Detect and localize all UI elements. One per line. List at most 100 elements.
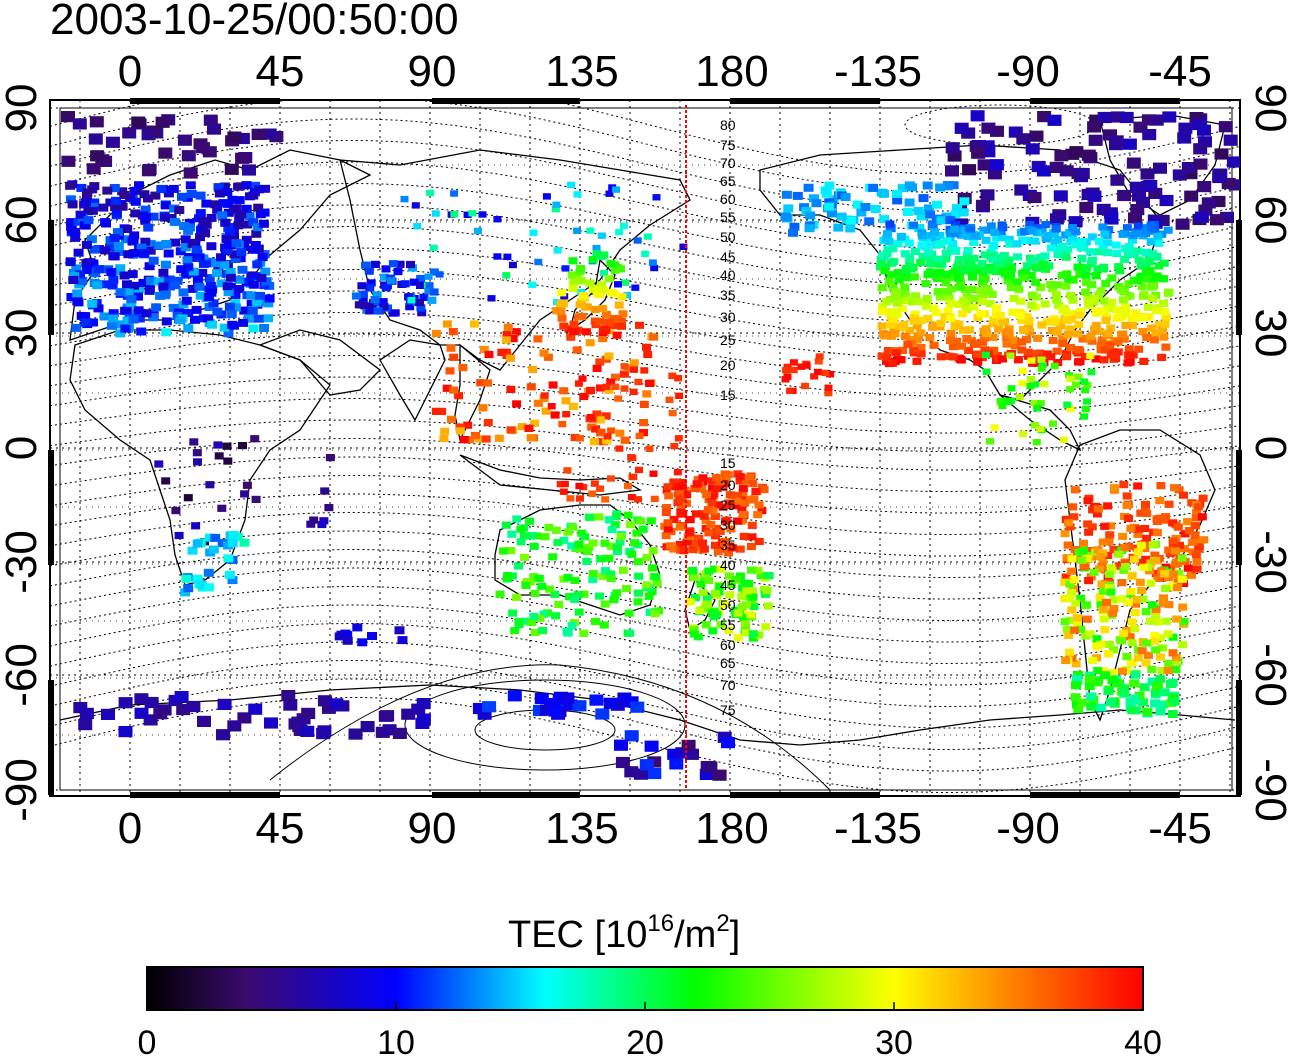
tec-cell (378, 710, 393, 722)
tec-cell (129, 231, 140, 240)
tec-cell (159, 277, 170, 285)
tec-cell (1005, 263, 1015, 271)
tec-cell (946, 314, 956, 322)
tec-cell (902, 265, 912, 273)
tec-cell (668, 372, 677, 379)
tec-cell (1087, 233, 1097, 241)
tec-cell (674, 435, 683, 442)
tec-cell (904, 239, 914, 247)
tec-cell (1123, 598, 1133, 606)
tec-cell (1061, 308, 1071, 316)
tec-cell (1068, 234, 1077, 242)
tec-cell (973, 313, 983, 322)
tec-cell (174, 691, 189, 703)
tec-cell (445, 367, 455, 375)
tec-cell (1028, 256, 1037, 264)
tec-cell (950, 230, 960, 238)
tec-cell (1131, 596, 1141, 604)
tec-cell (1006, 352, 1015, 359)
lat-tick-label-right: -90 (1246, 758, 1292, 822)
tec-cell (400, 195, 409, 203)
colorbar-title-suffix: ] (730, 914, 741, 956)
tec-cell (1086, 573, 1096, 581)
tec-cell (1023, 352, 1033, 360)
tec-cell (551, 526, 561, 534)
tec-cell (960, 286, 970, 294)
tec-cell (980, 189, 995, 201)
tec-cell (487, 295, 496, 302)
tec-cell (820, 186, 831, 195)
tec-cell (532, 532, 542, 540)
tec-cell (86, 235, 97, 244)
tec-cell (477, 708, 492, 720)
tec-cell (1103, 329, 1113, 337)
tec-cell (764, 572, 774, 580)
tec-cell (1000, 267, 1010, 275)
tec-cell (499, 547, 509, 555)
tec-cell (514, 562, 523, 570)
tec-cell (370, 296, 380, 304)
tec-cell (916, 344, 926, 352)
tec-cell (886, 321, 896, 329)
tec-cell (431, 210, 440, 217)
tec-cell (708, 484, 717, 492)
tec-cell (1063, 401, 1072, 408)
tec-cell (463, 421, 473, 429)
tec-cell (1087, 368, 1096, 376)
tec-cell (707, 477, 717, 485)
tec-cell (1050, 362, 1059, 370)
tec-cell (184, 218, 195, 227)
tec-cell (1013, 253, 1022, 261)
tec-cell (1153, 618, 1163, 626)
tec-cell (1170, 484, 1179, 492)
tec-cell (378, 298, 388, 306)
tec-cell (916, 350, 926, 358)
tec-cell (241, 181, 252, 190)
tec-cell (1004, 235, 1014, 243)
tec-cell (639, 400, 649, 408)
contour-label-south: 35 (720, 537, 736, 553)
tec-cell (1131, 525, 1141, 533)
tec-cell (725, 542, 735, 550)
tec-cell (1167, 582, 1177, 590)
tec-cell (962, 164, 977, 176)
tec-cell (1109, 604, 1119, 612)
tec-cell (508, 609, 518, 617)
tec-cell (1073, 330, 1083, 338)
tec-cell (181, 574, 192, 583)
tec-cell (1160, 570, 1170, 578)
tec-cell (811, 199, 822, 208)
tec-cell (1104, 584, 1114, 592)
tec-cell (946, 336, 955, 345)
tec-cell (1099, 297, 1109, 305)
tec-cell (1086, 352, 1095, 359)
tec-cell (747, 566, 756, 574)
tec-cell (250, 435, 260, 443)
tec-cell (497, 348, 507, 356)
tec-cell (599, 621, 609, 629)
tec-cell (638, 525, 648, 533)
tec-cell (90, 150, 105, 162)
tec-cell (409, 278, 419, 286)
tec-cell (194, 282, 205, 291)
tec-cell (1103, 129, 1117, 141)
tec-cell (530, 419, 540, 427)
tec-cell (133, 306, 144, 315)
tec-cell (1089, 568, 1099, 576)
tec-cell (740, 620, 750, 628)
tec-cell (1061, 253, 1071, 261)
tec-cell (674, 375, 683, 382)
tec-cell (534, 574, 544, 582)
tec-cell (1134, 345, 1144, 353)
tec-cell (1063, 245, 1073, 253)
tec-cell (1152, 517, 1162, 525)
tec-cell (877, 284, 887, 292)
tec-cell (945, 165, 959, 177)
tec-cell (429, 244, 438, 252)
magnetic-contour (50, 456, 1240, 514)
tec-cell (1008, 336, 1018, 344)
tec-cell (612, 186, 621, 193)
tec-cell (746, 611, 756, 619)
tec-cell (1114, 679, 1125, 688)
tec-cell (925, 259, 935, 267)
